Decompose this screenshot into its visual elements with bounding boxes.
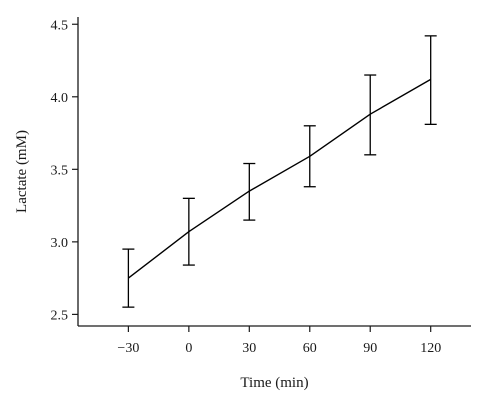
- x-tick-label: 0: [185, 341, 192, 356]
- y-tick-label: 3.5: [51, 163, 69, 178]
- y-tick-label: 2.5: [51, 308, 69, 323]
- chart-marks: [122, 35, 437, 308]
- y-tick-label: 3.0: [51, 236, 69, 251]
- x-tick-label: 90: [363, 341, 377, 356]
- x-tick-label: 60: [303, 341, 317, 356]
- y-tick-label: 4.5: [51, 18, 69, 33]
- x-axis-title: Time (min): [240, 375, 308, 391]
- y-tick-label: 4.0: [51, 91, 69, 106]
- x-tick-label: 30: [242, 341, 256, 356]
- series-line: [127, 78, 432, 279]
- axes: [72, 17, 471, 332]
- x-tick-label: 120: [420, 341, 441, 356]
- x-tick-label: −30: [117, 341, 139, 356]
- y-axis-title: Lactate (mM): [14, 130, 30, 213]
- tick-labels: 2.5 3.0 3.5 4.0 4.5 −30 0 30 60 90 120: [51, 18, 442, 356]
